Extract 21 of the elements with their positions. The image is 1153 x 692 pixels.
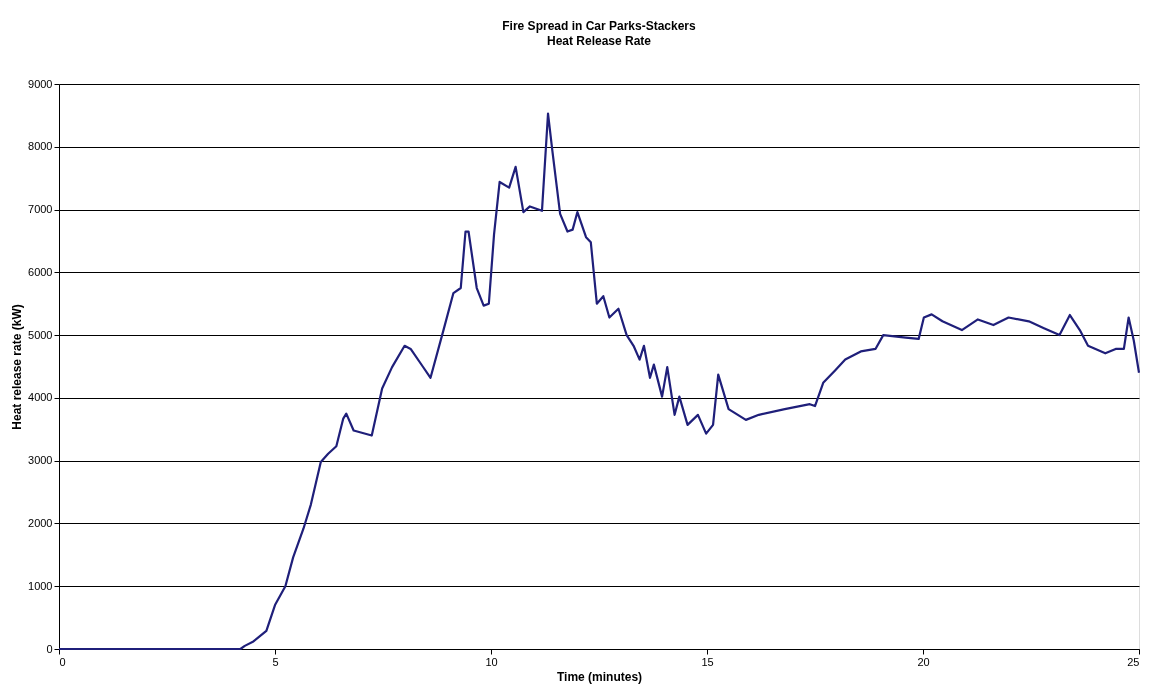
y-tick-label: 7000 (28, 203, 53, 216)
x-tick-label: 10 (485, 655, 498, 668)
x-tick-label: 20 (917, 655, 930, 668)
y-tick-label: 5000 (28, 328, 53, 341)
y-tick-label: 3000 (28, 454, 53, 467)
x-tick-label: 25 (1127, 655, 1140, 668)
x-tick-label: 15 (701, 655, 714, 668)
chart-subtitle: Heat Release Rate (546, 34, 652, 48)
x-tick-label: 5 (272, 655, 279, 668)
chart-title: Fire Spread in Car Parks-Stackers (502, 19, 697, 33)
y-axis-title: Heat release rate (kW) (10, 304, 25, 430)
x-tick-label: 0 (59, 655, 66, 668)
y-tick-label: 9000 (28, 77, 53, 90)
y-tick-label: 8000 (28, 140, 53, 153)
y-tick-label: 2000 (28, 516, 53, 529)
y-tick-label: 0 (46, 642, 53, 655)
x-axis-title: Time (minutes) (556, 669, 643, 684)
line-series (57, 112, 1141, 651)
y-tick-label: 6000 (28, 265, 53, 278)
y-tick-label: 1000 (28, 579, 53, 592)
y-tick-label: 4000 (28, 391, 53, 404)
